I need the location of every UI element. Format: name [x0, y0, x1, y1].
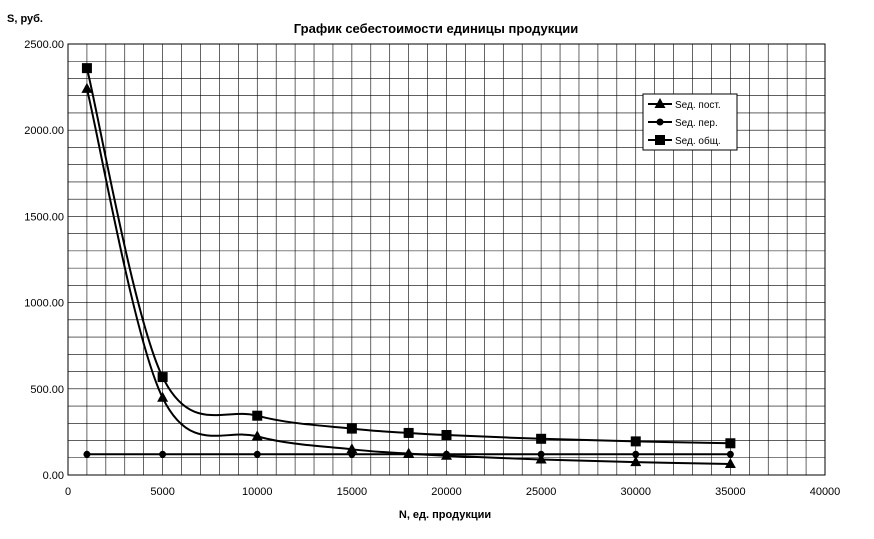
data-point-square [252, 410, 263, 421]
data-point-circle [537, 450, 545, 458]
x-tick-label: 25000 [526, 486, 557, 498]
data-point-circle [726, 450, 734, 458]
y-tick-label: 1500.00 [24, 211, 64, 223]
data-point-triangle [81, 82, 93, 93]
data-point-triangle [346, 443, 358, 454]
data-point-circle [159, 450, 167, 458]
y-tick-label: 1000.00 [24, 298, 64, 310]
y-tick-label: 0.00 [43, 470, 64, 482]
data-point-square [157, 372, 168, 383]
y-tick-labels: 0.00 500.00 1000.00 1500.00 2000.00 2500.00 [24, 39, 64, 482]
legend-label: Sед. общ. [675, 135, 721, 147]
x-tick-label: 10000 [242, 486, 273, 498]
data-point-circle [83, 450, 91, 458]
chart-title: График себестоимости единицы продукции [294, 21, 578, 36]
data-point-triangle [630, 456, 642, 467]
data-point-square [403, 427, 414, 438]
legend: Sед. пост. Sед. пер. Sед. общ. [642, 93, 738, 151]
x-tick-label: 5000 [150, 486, 174, 498]
data-point-square [630, 436, 641, 447]
legend-label: Sед. пост. [675, 100, 721, 111]
data-point-square [441, 430, 452, 441]
data-point-circle [253, 450, 261, 458]
x-tick-label: 40000 [810, 486, 841, 498]
series-markers [81, 63, 736, 468]
data-point-circle [348, 450, 356, 458]
data-point-circle [632, 450, 640, 458]
y-axis-label: S, руб. [7, 13, 43, 25]
x-tick-label: 15000 [337, 486, 368, 498]
x-tick-label: 30000 [620, 486, 651, 498]
y-tick-label: 2000.00 [24, 125, 64, 137]
data-point-square [725, 438, 736, 449]
data-point-triangle [251, 430, 263, 441]
data-point-circle [405, 450, 413, 458]
series-line-triangle [85, 88, 731, 465]
data-point-triangle [535, 453, 547, 464]
data-point-triangle [157, 391, 169, 402]
data-point-square [81, 63, 92, 74]
data-point-square [536, 433, 547, 444]
grid [68, 44, 825, 475]
legend-marker-triangle [654, 98, 666, 108]
plot-area [67, 43, 826, 476]
x-tick-label: 20000 [431, 486, 462, 498]
legend-marker-square [655, 135, 665, 145]
x-tick-label: 0 [65, 486, 71, 498]
data-point-square [346, 423, 357, 434]
y-tick-label: 2500.00 [24, 39, 64, 51]
x-tick-label: 35000 [715, 486, 746, 498]
series-line-square [85, 67, 731, 445]
data-point-triangle [724, 457, 736, 468]
x-axis-label: N, ед. продукции [399, 509, 491, 521]
legend-marker-circle [656, 118, 664, 126]
y-tick-label: 500.00 [30, 384, 64, 396]
data-point-circle [443, 450, 450, 458]
x-tick-labels: 0 5000 10000 15000 20000 25000 30000 35000 40000 [65, 486, 840, 498]
legend-label: Sед. пер. [675, 118, 718, 129]
